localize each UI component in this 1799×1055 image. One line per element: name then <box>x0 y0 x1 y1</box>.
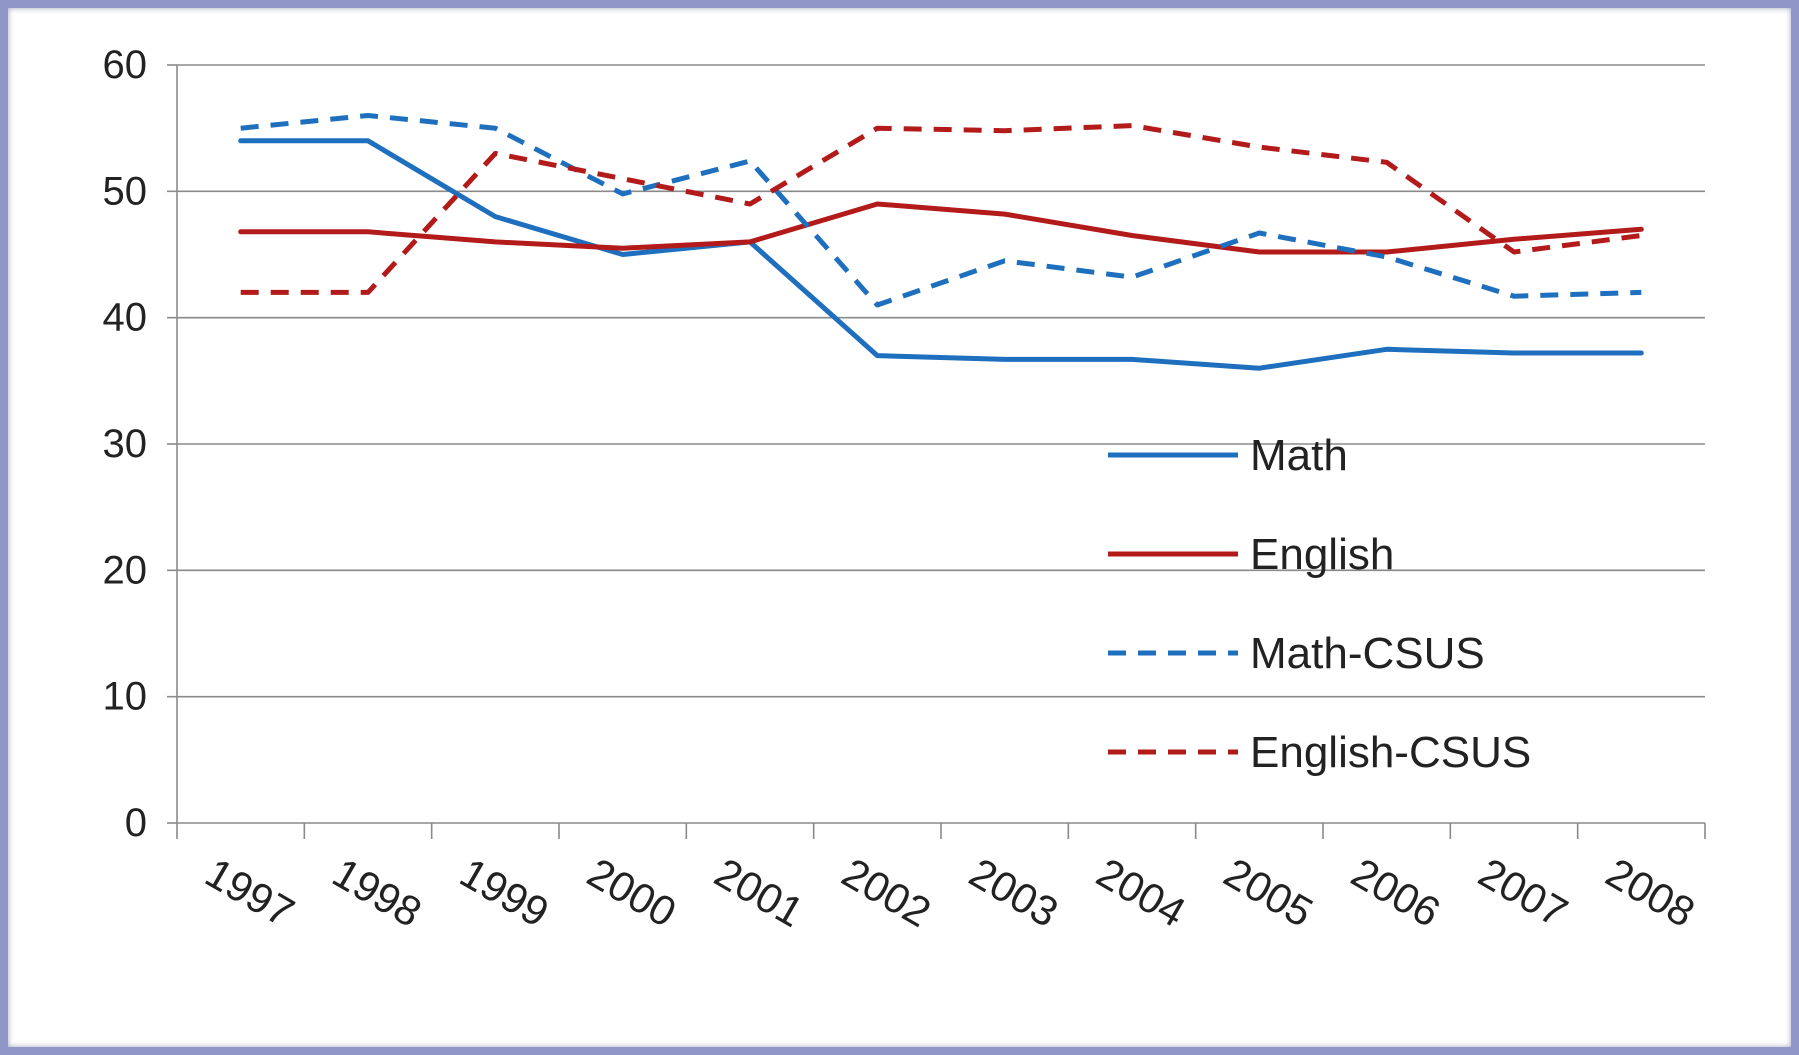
y-tick-label: 40 <box>103 296 148 340</box>
x-tick-label: 2003 <box>962 849 1066 936</box>
x-tick-label: 2001 <box>707 849 811 936</box>
y-tick-label: 0 <box>125 801 147 845</box>
x-tick-label: 2008 <box>1598 849 1702 936</box>
x-tick-label: 1997 <box>198 849 302 936</box>
legend-label-math-csus: Math-CSUS <box>1250 629 1485 678</box>
x-tick-labels: 1997 1998 1999 2000 2001 2002 2003 2004 2005 2006… <box>198 849 1703 936</box>
x-tick-label: 2004 <box>1089 849 1193 936</box>
x-tick-label: 2002 <box>834 849 938 936</box>
series-line-math-csus <box>240 113 1642 308</box>
legend-label-math: Math <box>1250 431 1348 480</box>
x-tick-label: 1998 <box>325 849 429 936</box>
grid-lines <box>177 64 1705 698</box>
y-tick-label: 30 <box>103 422 148 466</box>
axes <box>167 64 1706 839</box>
y-tick-labels: 0 10 20 30 40 50 60 <box>103 43 148 845</box>
legend: Math English Math-CSUS English-CSUS <box>1108 431 1531 777</box>
x-tick-label: 1999 <box>452 849 556 936</box>
x-tick-label: 2007 <box>1471 849 1575 936</box>
x-tick-label: 2000 <box>580 849 684 936</box>
series-line-english-csus <box>240 123 1642 295</box>
y-tick-label: 50 <box>103 169 148 213</box>
series-line-math <box>238 138 1644 371</box>
x-tick-label: 2005 <box>1216 849 1320 936</box>
y-tick-label: 20 <box>103 548 148 592</box>
series-lines <box>238 113 1644 371</box>
y-tick-label: 10 <box>103 675 148 719</box>
y-tick-label: 60 <box>103 43 148 87</box>
chart-frame <box>8 8 1791 1047</box>
series-line-english <box>238 201 1644 255</box>
x-tick-label: 2006 <box>1344 849 1448 936</box>
legend-label-english-csus: English-CSUS <box>1250 728 1531 777</box>
legend-label-english: English <box>1250 530 1394 579</box>
